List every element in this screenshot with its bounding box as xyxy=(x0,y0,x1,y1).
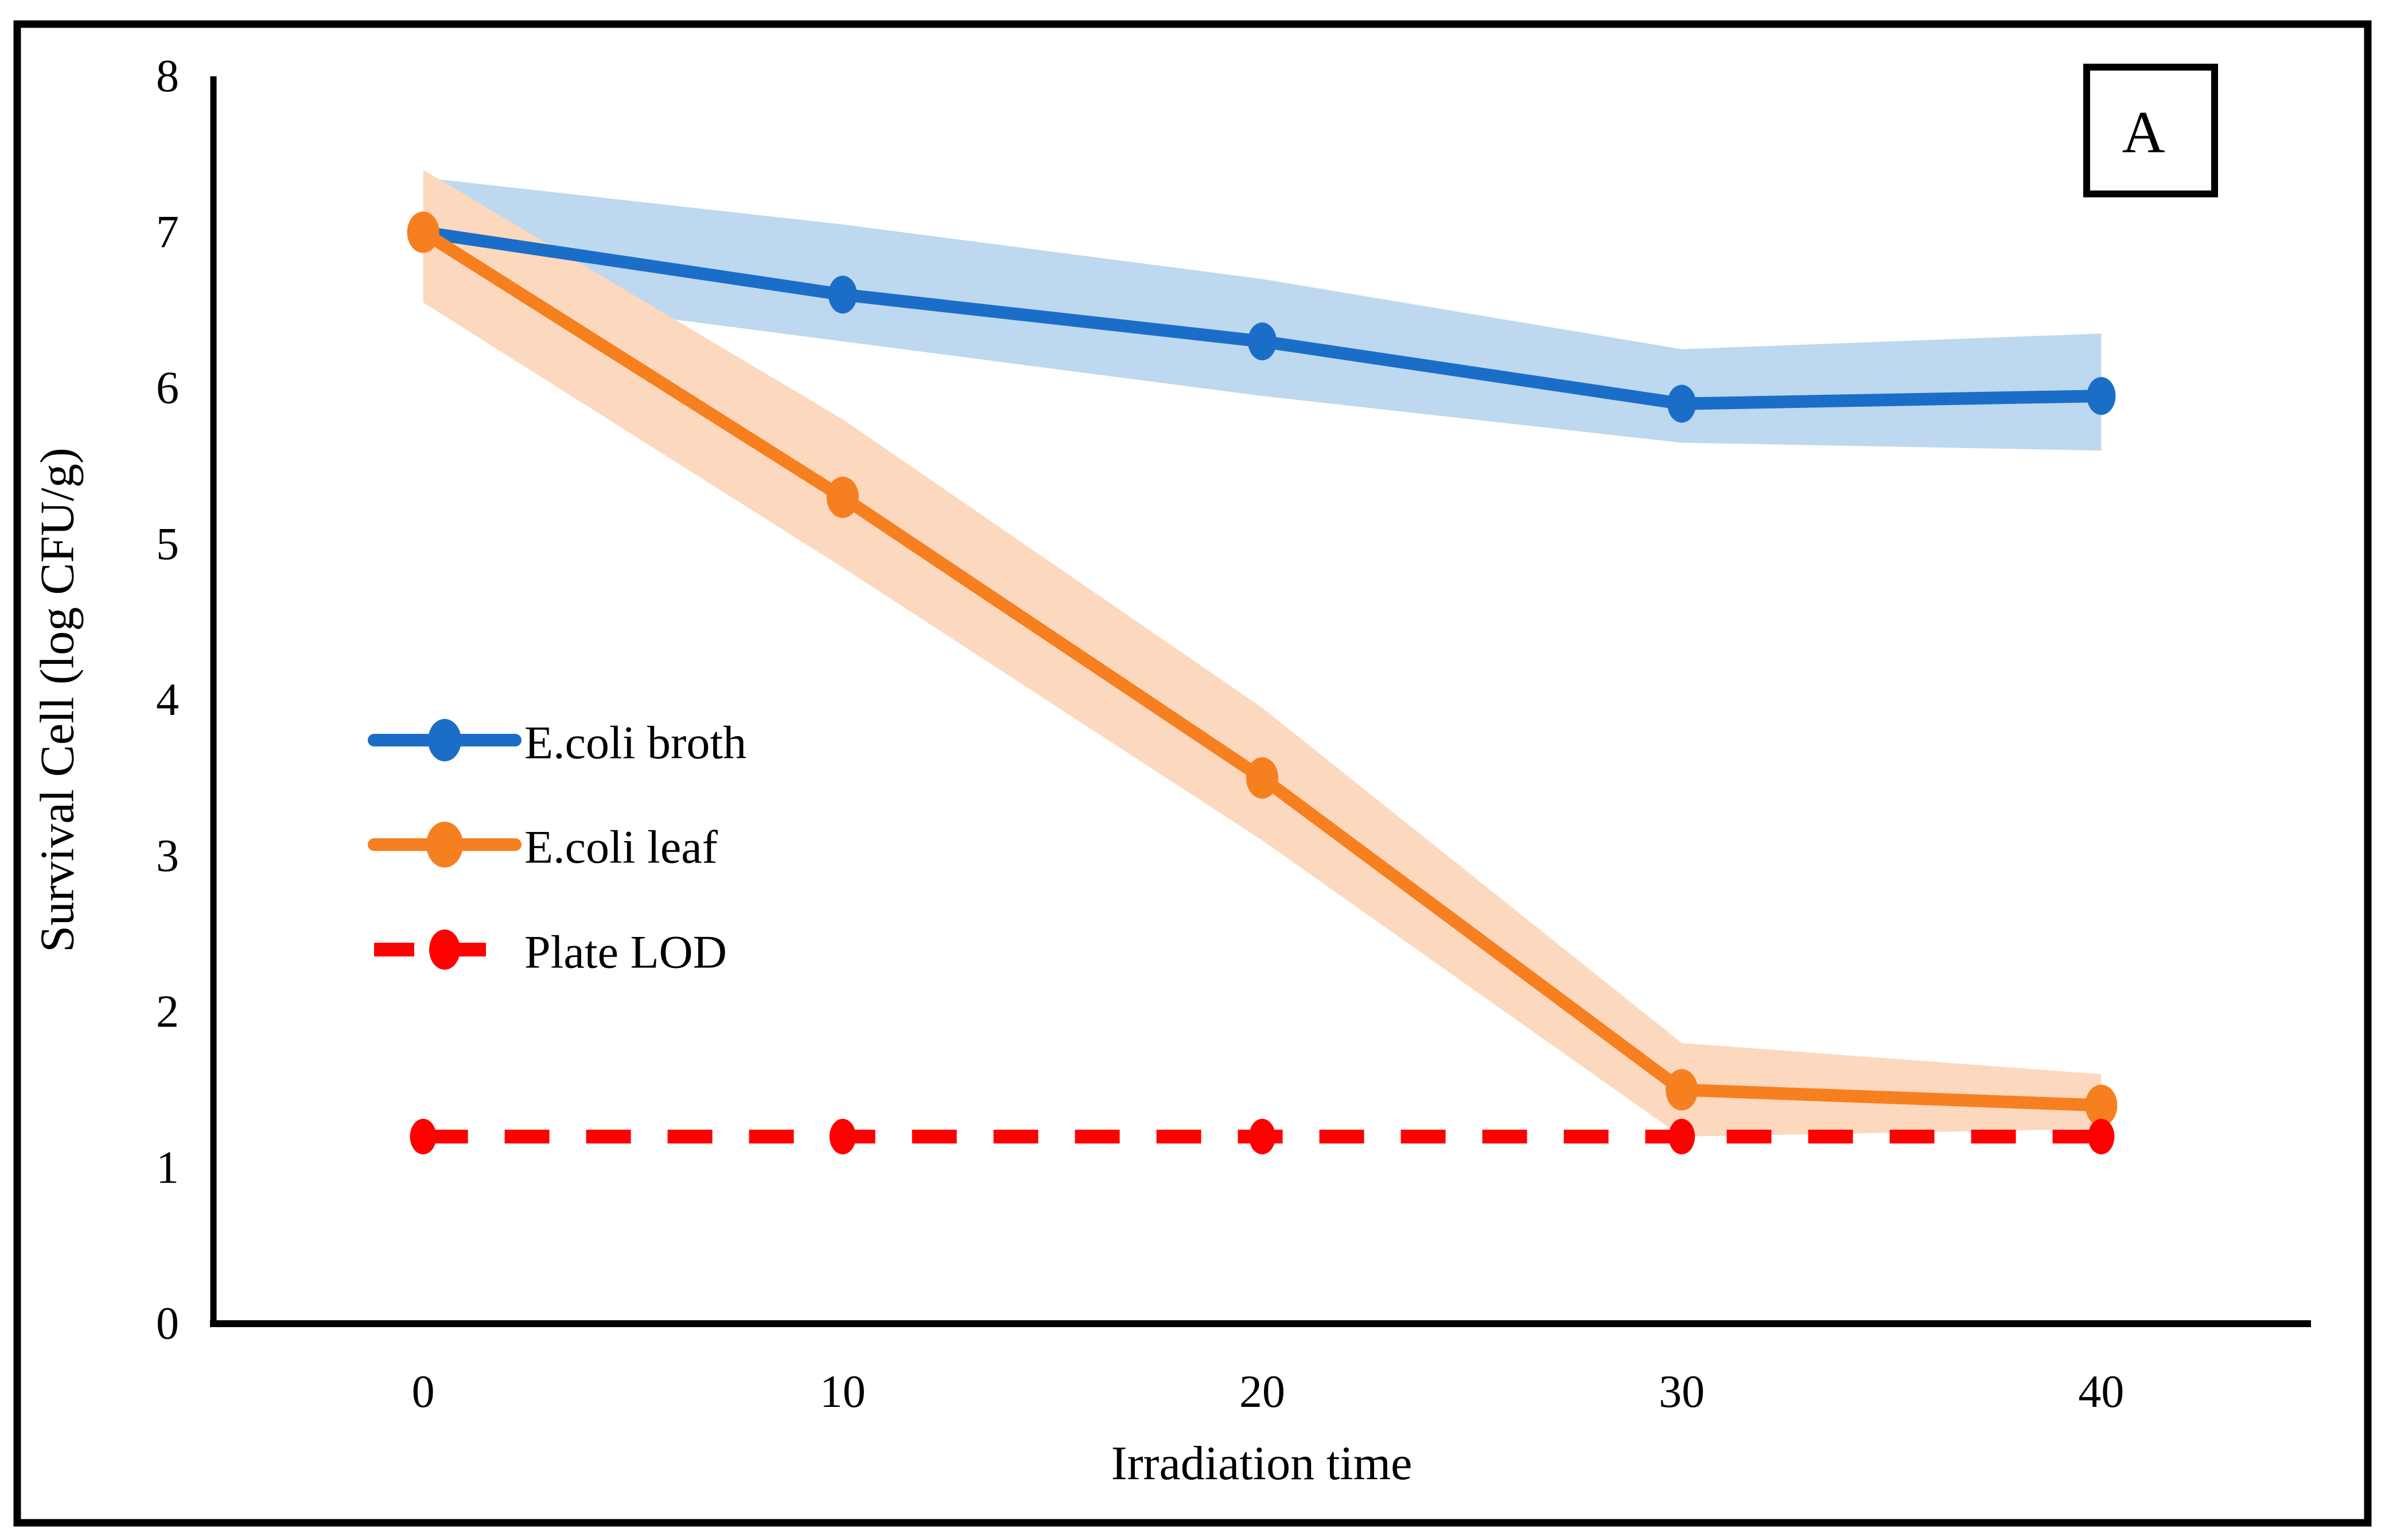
legend-marker-0 xyxy=(428,719,461,761)
x-axis-title: Irradiation time xyxy=(1111,1437,1413,1490)
y-tick-label: 8 xyxy=(156,51,179,102)
x-tick-label: 0 xyxy=(412,1367,435,1417)
marker-e-coli-leaf xyxy=(2085,1084,2118,1126)
band-e-coli-broth xyxy=(423,177,2102,451)
marker-e-coli-leaf xyxy=(407,211,439,253)
y-axis-title: Survival Cell (log CFU/g) xyxy=(31,448,84,952)
x-tick-label: 10 xyxy=(820,1367,866,1417)
x-tick-label: 20 xyxy=(1239,1367,1285,1417)
y-tick-label: 2 xyxy=(156,987,179,1037)
legend-label-ecoli-broth: E.coli broth xyxy=(524,717,746,769)
marker-e-coli-leaf xyxy=(1666,1069,1698,1111)
marker-e-coli-broth xyxy=(2087,377,2116,415)
confidence-bands xyxy=(423,170,2102,1137)
y-tick-label: 0 xyxy=(156,1298,179,1349)
y-tick-label: 5 xyxy=(156,519,179,569)
marker-e-coli-broth xyxy=(1248,322,1277,360)
y-tick-label: 3 xyxy=(156,831,179,881)
marker-plate-lod xyxy=(829,1118,856,1154)
y-tick-label: 1 xyxy=(156,1142,179,1193)
legend-sample-lines xyxy=(368,719,522,970)
data-series xyxy=(407,211,2118,1154)
marker-e-coli-broth xyxy=(828,275,857,314)
marker-e-coli-leaf xyxy=(826,476,859,518)
marker-plate-lod xyxy=(2088,1118,2115,1154)
panel-label-box xyxy=(2083,64,2218,197)
legend-marker-1 xyxy=(426,822,463,868)
marker-plate-lod xyxy=(410,1118,437,1154)
x-tick-label: 30 xyxy=(1659,1367,1705,1417)
tick-labels: 0 1 2 3 4 5 6 7 8 0 10 20 30 40 xyxy=(156,51,2124,1417)
marker-plate-lod xyxy=(1668,1118,1695,1154)
legend: E.coli broth E.coli leaf Plate LOD xyxy=(368,717,746,978)
y-tick-label: 4 xyxy=(156,675,179,725)
y-tick-label: 7 xyxy=(156,207,179,258)
panel-label: A xyxy=(2122,99,2165,165)
legend-label-ecoli-leaf: E.coli leaf xyxy=(524,821,718,873)
marker-e-coli-broth xyxy=(1667,384,1697,423)
y-tick-label: 6 xyxy=(156,363,179,414)
marker-e-coli-leaf xyxy=(1246,757,1278,799)
axes xyxy=(210,76,2311,1327)
legend-marker-2 xyxy=(429,930,460,970)
figure-border xyxy=(13,20,2372,1527)
legend-label-plate-lod: Plate LOD xyxy=(524,926,727,978)
x-tick-label: 40 xyxy=(2078,1367,2124,1417)
marker-plate-lod xyxy=(1249,1118,1275,1154)
